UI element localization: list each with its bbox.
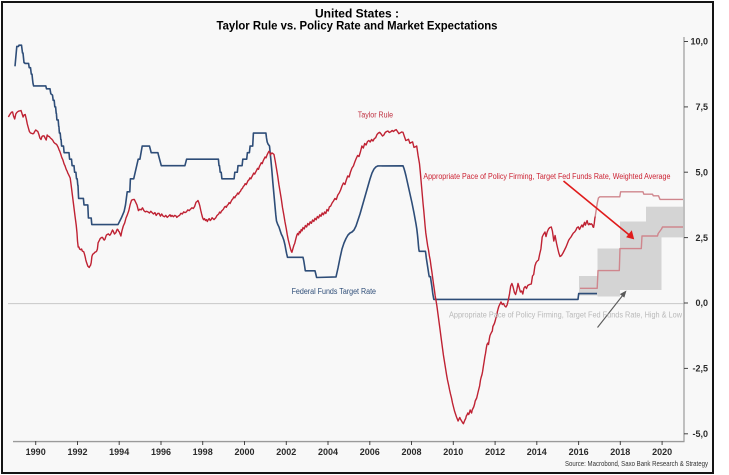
svg-text:2010: 2010: [443, 447, 463, 457]
svg-text:1992: 1992: [67, 447, 87, 457]
svg-text:2002: 2002: [276, 447, 296, 457]
svg-text:0,0: 0,0: [695, 298, 708, 308]
svg-text:Appropriate Pace of Policy Fir: Appropriate Pace of Policy Firming, Targ…: [423, 172, 670, 181]
svg-text:2016: 2016: [569, 447, 589, 457]
svg-text:2004: 2004: [318, 447, 338, 457]
svg-text:Taylor Rule vs. Policy Rate an: Taylor Rule vs. Policy Rate and Market E…: [217, 19, 498, 33]
svg-text:2,5: 2,5: [695, 233, 708, 243]
svg-text:Federal Funds Target Rate: Federal Funds Target Rate: [292, 287, 377, 296]
svg-text:10,0: 10,0: [690, 37, 708, 47]
svg-text:2018: 2018: [610, 447, 630, 457]
svg-text:Source: Macrobond, Saxo Bank R: Source: Macrobond, Saxo Bank Research & …: [565, 459, 708, 468]
svg-text:2020: 2020: [652, 447, 672, 457]
svg-text:1998: 1998: [193, 447, 213, 457]
svg-text:7,5: 7,5: [695, 102, 708, 112]
svg-text:1990: 1990: [26, 447, 46, 457]
svg-text:2014: 2014: [527, 447, 547, 457]
svg-text:United States :: United States :: [315, 7, 399, 21]
svg-text:Taylor Rule: Taylor Rule: [358, 111, 394, 120]
svg-text:-2,5: -2,5: [692, 364, 708, 374]
svg-text:5,0: 5,0: [695, 167, 708, 177]
svg-text:2012: 2012: [485, 447, 505, 457]
svg-text:Appropriate Pace of Policy Fir: Appropriate Pace of Policy Firming, Targ…: [449, 311, 682, 320]
svg-text:1994: 1994: [109, 447, 129, 457]
svg-text:2000: 2000: [234, 447, 254, 457]
svg-text:2006: 2006: [360, 447, 380, 457]
svg-text:2008: 2008: [401, 447, 421, 457]
svg-text:1996: 1996: [151, 447, 171, 457]
svg-text:-5,0: -5,0: [692, 429, 708, 439]
